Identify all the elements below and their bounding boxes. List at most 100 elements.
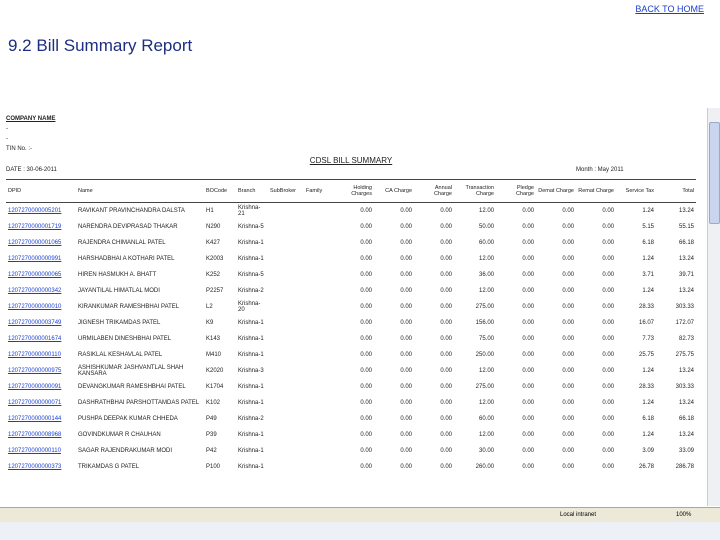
cell: 66.18: [678, 240, 694, 246]
cell: 0.00: [562, 400, 574, 406]
cell: 0.00: [440, 384, 452, 390]
column-header: Name: [76, 179, 204, 203]
cell: 0.00: [562, 352, 574, 358]
scrollbar[interactable]: [707, 108, 720, 506]
dpid-link[interactable]: 1207270000000975: [8, 368, 62, 374]
cell: 0.00: [440, 448, 452, 454]
tin: TIN No. :-: [6, 146, 33, 152]
cell: 0.00: [440, 224, 452, 230]
dpid-link[interactable]: 1207270000001065: [8, 240, 62, 246]
back-link[interactable]: BACK TO HOME: [635, 4, 704, 14]
zoom[interactable]: 100%: [676, 512, 692, 518]
empty-cell: [268, 331, 304, 347]
dpid-link[interactable]: 1207270000008968: [8, 432, 62, 438]
column-header: Holding Charges: [334, 179, 374, 203]
cell: 6.18: [642, 416, 654, 422]
cell: 0.00: [440, 368, 452, 374]
cell: K143: [206, 336, 221, 342]
dpid-link[interactable]: 1207270000001719: [8, 224, 62, 230]
empty-cell: [304, 235, 334, 251]
cell: 0.00: [562, 208, 574, 214]
cell: 13.24: [678, 288, 694, 294]
cell: 275.75: [675, 352, 694, 358]
column-header: CA Charge: [374, 179, 414, 203]
cell: 0.00: [522, 320, 534, 326]
dpid-link[interactable]: 1207270000001674: [8, 336, 62, 342]
cell: RAJENDRA CHIMANLAL PATEL: [78, 240, 166, 246]
cell: 0.00: [602, 320, 614, 326]
cell: 0.00: [562, 224, 574, 230]
cell: Krishna-5: [238, 272, 264, 278]
status-bar: Local intranet 100%: [0, 507, 720, 522]
bottom-band: [0, 522, 720, 540]
dpid-link[interactable]: 1207270000000091: [8, 384, 62, 390]
cell: 0.00: [602, 256, 614, 262]
empty-cell: [304, 379, 334, 395]
cell: 275.00: [475, 304, 494, 310]
cell: Krishna-2: [238, 416, 264, 422]
scroll-thumb[interactable]: [709, 122, 720, 224]
empty-cell: [304, 363, 334, 379]
cell: K252: [206, 272, 221, 278]
cell: 0.00: [360, 448, 372, 454]
cell: 0.00: [400, 208, 412, 214]
empty-cell: [268, 203, 304, 220]
dpid-link[interactable]: 1207270000000110: [8, 448, 61, 454]
empty-cell: [268, 379, 304, 395]
table-row: 1207270000001065 RAJENDRA CHIMANLAL PATEL…: [6, 235, 696, 251]
cell: 0.00: [360, 464, 372, 470]
cell: 75.00: [478, 336, 494, 342]
cell: 0.00: [602, 448, 614, 454]
cell: 0.00: [360, 352, 372, 358]
dpid-link[interactable]: 1207270000000342: [8, 288, 62, 294]
table-row: 1207270000000975 ASHISHKUMAR JASHVANTLAL …: [6, 363, 696, 379]
dpid-link[interactable]: 1207270000005201: [8, 208, 62, 214]
cell: SAGAR RAJENDRAKUMAR MODI: [78, 448, 173, 454]
dpid-link[interactable]: 1207270000000071: [8, 400, 62, 406]
cell: 0.00: [360, 416, 372, 422]
dpid-link[interactable]: 1207270000000373: [8, 464, 62, 470]
cell: 13.24: [678, 208, 694, 214]
cell: KIRANKUMAR RAMESHBHAI PATEL: [78, 304, 180, 310]
cell: 0.00: [522, 304, 534, 310]
table-row: 1207270000000144 PUSHPA DEEPAK KUMAR CHHE…: [6, 411, 696, 427]
cell: 3.09: [642, 448, 654, 454]
dpid-link[interactable]: 1207270000003749: [8, 320, 62, 326]
cell: 0.00: [360, 272, 372, 278]
cell: 13.24: [678, 368, 694, 374]
empty-cell: [268, 459, 304, 475]
dpid-link[interactable]: 1207270000000991: [8, 256, 62, 262]
address-line: -: [6, 136, 8, 142]
cell: Krishna-1: [238, 448, 264, 454]
cell: 1.24: [642, 400, 654, 406]
cell: 12.00: [478, 256, 494, 262]
cell: 60.00: [478, 240, 494, 246]
cell: P2257: [206, 288, 224, 294]
table-body: 1207270000005201 RAVIKANT PRAVINCHANDRA D…: [6, 203, 696, 476]
cell: 0.00: [440, 304, 452, 310]
cell: 0.00: [562, 256, 574, 262]
address-line: -: [6, 126, 8, 132]
column-header: BOCode: [204, 179, 236, 203]
dpid-link[interactable]: 1207270000000010: [8, 304, 62, 310]
dpid-link[interactable]: 1207270000000065: [8, 272, 62, 278]
cell: 7.73: [642, 336, 654, 342]
cell: 0.00: [360, 224, 372, 230]
cell: 0.00: [360, 368, 372, 374]
dpid-link[interactable]: 1207270000000144: [8, 416, 62, 422]
dpid-link[interactable]: 1207270000000110: [8, 352, 61, 358]
cell: 1.24: [642, 288, 654, 294]
cell: 36.00: [478, 272, 494, 278]
cell: 0.00: [522, 368, 534, 374]
cell: 0.00: [400, 272, 412, 278]
cell: 66.18: [678, 416, 694, 422]
cell: HARSHADBHAI A KOTHARI PATEL: [78, 256, 175, 262]
cell: 12.00: [478, 208, 494, 214]
cell: 12.00: [478, 432, 494, 438]
cell: 0.00: [360, 256, 372, 262]
cell: 0.00: [400, 368, 412, 374]
cell: H1: [206, 208, 214, 214]
cell: 0.00: [562, 384, 574, 390]
cell: 0.00: [400, 256, 412, 262]
